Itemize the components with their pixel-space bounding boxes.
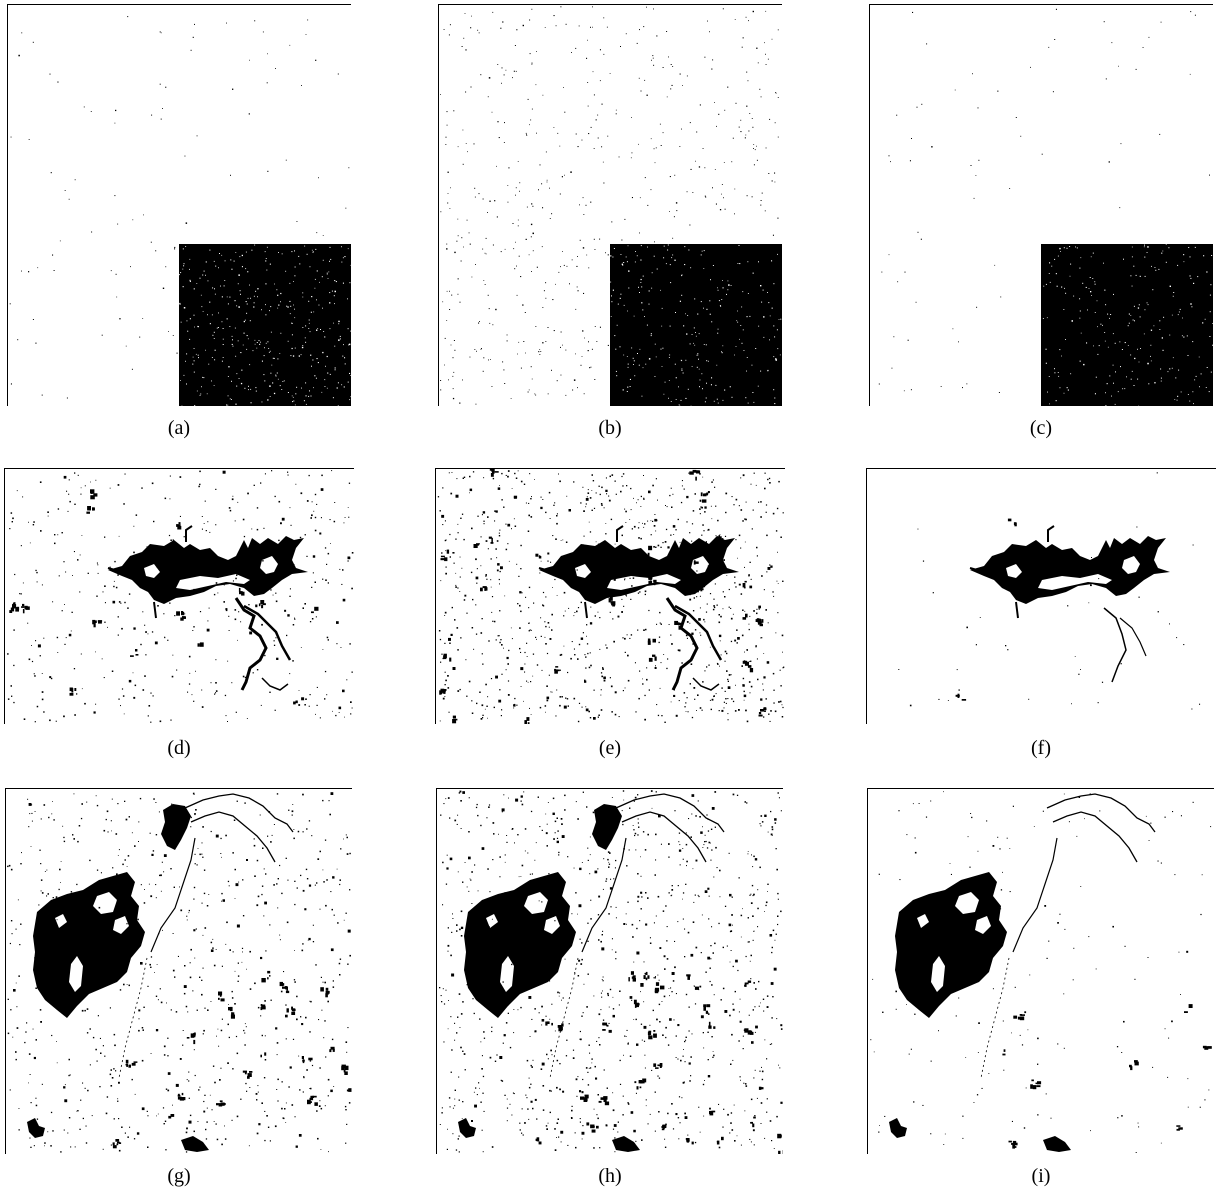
region-change-map-h — [436, 788, 783, 1154]
panel-b-image — [438, 4, 782, 406]
panel-g-caption: (g) — [167, 1165, 191, 1187]
synthetic-change-map-a — [7, 4, 351, 406]
synthetic-change-map-c — [869, 4, 1213, 406]
region-change-map-g — [5, 788, 352, 1154]
panel-d-caption: (d) — [167, 737, 191, 759]
lake-change-map-e — [435, 468, 785, 724]
region-change-map-i — [867, 788, 1214, 1154]
panel-c-image — [869, 4, 1213, 406]
panel-c-caption: (c) — [1029, 417, 1053, 439]
panel-f-image — [866, 468, 1216, 724]
panel-g-image — [5, 788, 352, 1154]
panel-d-image — [4, 468, 354, 724]
panel-b-caption: (b) — [598, 417, 622, 439]
panel-a-image — [7, 4, 351, 406]
synthetic-change-map-b — [438, 4, 782, 406]
lake-change-map-d — [4, 468, 354, 724]
panel-i-image — [867, 788, 1214, 1154]
panel-e-image — [435, 468, 785, 724]
panel-h-image — [436, 788, 783, 1154]
panel-a-caption: (a) — [167, 417, 191, 439]
lake-change-map-f — [866, 468, 1216, 724]
panel-f-caption: (f) — [1031, 737, 1051, 759]
panel-i-caption: (i) — [1031, 1165, 1051, 1187]
panel-e-caption: (e) — [598, 737, 622, 759]
panel-h-caption: (h) — [598, 1165, 622, 1187]
